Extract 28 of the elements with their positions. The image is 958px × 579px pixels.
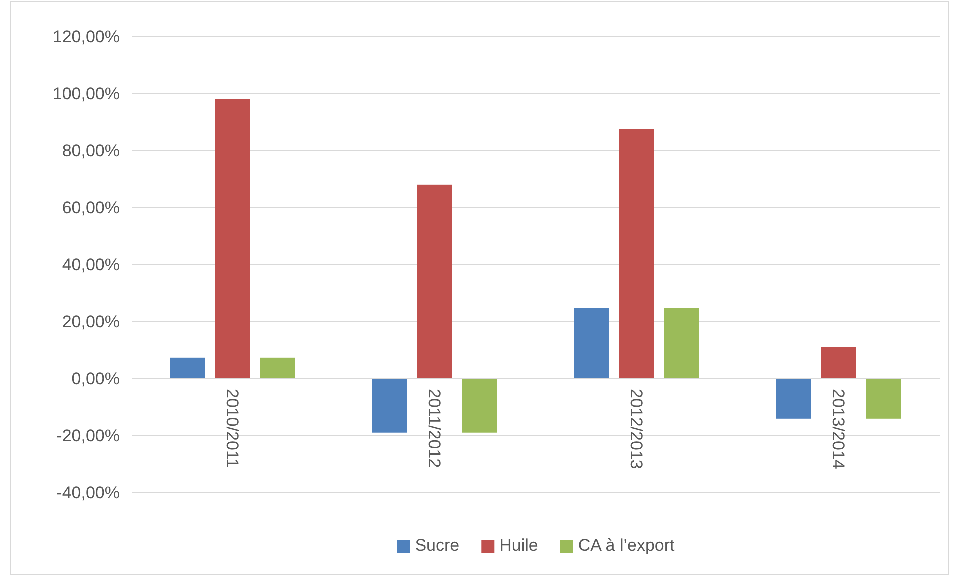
bar — [372, 379, 408, 433]
y-tick-label: 100,00% — [52, 84, 120, 104]
bar — [462, 379, 498, 433]
bar — [822, 347, 856, 379]
legend-label: CA à l’export — [578, 536, 676, 555]
bar — [664, 308, 700, 379]
legend-label: Huile — [500, 536, 538, 555]
bar — [620, 129, 654, 379]
bar — [170, 358, 206, 379]
bar — [866, 379, 902, 419]
x-tick-label: 2010/2011 — [223, 389, 242, 468]
bar — [216, 99, 250, 379]
x-tick-label: 2012/2013 — [627, 389, 646, 470]
y-tick-label: 40,00% — [62, 255, 120, 274]
y-tick-label: 20,00% — [62, 312, 120, 332]
x-tick-label: 2013/2014 — [829, 389, 848, 470]
y-tick-label: 120,00% — [52, 27, 120, 46]
y-tick-label: 80,00% — [62, 141, 120, 160]
y-tick-label: 0,00% — [72, 369, 120, 388]
bar — [260, 358, 296, 379]
bar — [418, 184, 452, 379]
y-tick-label: -40,00% — [56, 483, 120, 502]
y-tick-label: 60,00% — [62, 198, 120, 218]
legend-label: Sucre — [415, 536, 460, 555]
bar — [574, 308, 610, 379]
x-tick-label: 2011/2012 — [425, 389, 444, 468]
bar — [776, 379, 812, 419]
y-tick-label: -20,00% — [56, 426, 120, 446]
